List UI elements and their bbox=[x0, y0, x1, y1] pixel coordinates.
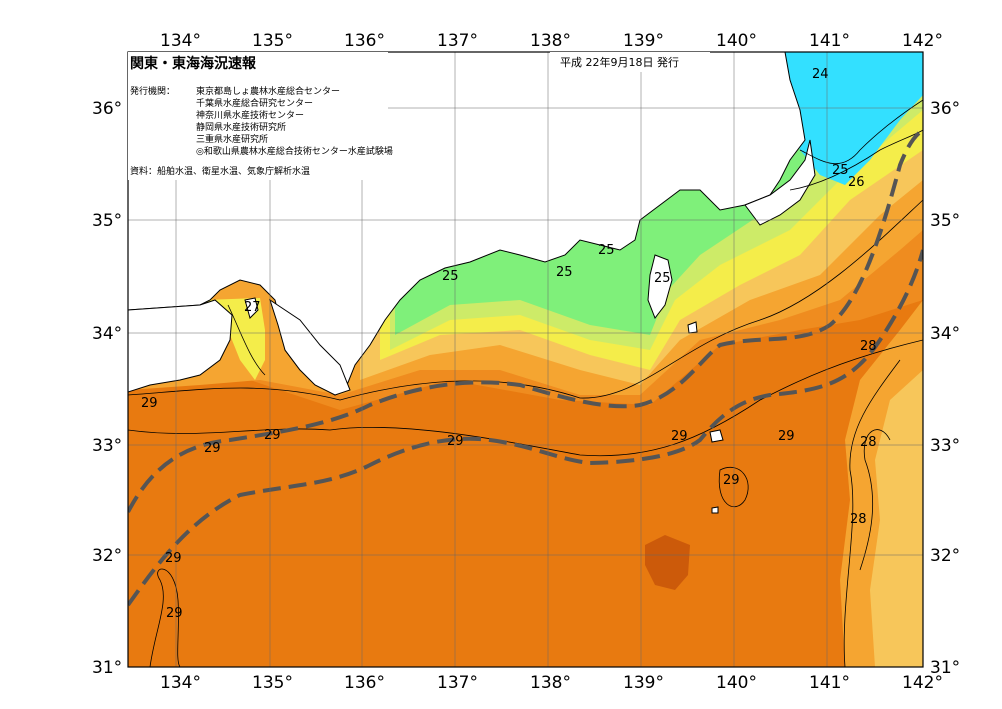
date-box bbox=[550, 52, 710, 72]
isotherm-label: 28 bbox=[860, 339, 877, 354]
issuer-4: 静岡県水産技術研究所 bbox=[196, 121, 286, 133]
isotherm-lines bbox=[128, 99, 923, 667]
kuroshio-axis-north-line bbox=[128, 128, 923, 513]
isotherm-label: 29 bbox=[165, 551, 182, 566]
lon-tick-label: 136° bbox=[344, 673, 385, 693]
lon-tick-label: 138° bbox=[530, 673, 571, 693]
sst-band-cold-cyan bbox=[785, 52, 923, 185]
issuer-6: ◎和歌山県農林水産総合技術センター水産試験場 bbox=[196, 145, 393, 157]
isotherm-label: 25 bbox=[654, 271, 671, 286]
lat-tick-label: 32° bbox=[92, 546, 122, 566]
isotherm-label: 29 bbox=[778, 429, 795, 444]
issuer-5: 三重県水産研究所 bbox=[196, 133, 268, 145]
lon-tick-label: 135° bbox=[252, 31, 293, 51]
header-box bbox=[128, 52, 388, 180]
isotherm-label: 28 bbox=[860, 435, 877, 450]
kuroshio-axis bbox=[128, 128, 923, 607]
isotherm-28-line bbox=[128, 199, 923, 401]
issue-date: 平成 22年9月18日 発行 bbox=[560, 55, 679, 69]
issuer-3: 神奈川県水産技術センター bbox=[196, 109, 304, 121]
lat-tick-label: 34° bbox=[92, 324, 122, 344]
lon-tick-label: 140° bbox=[716, 31, 757, 51]
land-awaji bbox=[244, 297, 259, 319]
longitude-labels-top: 134° 135° 136° 137° 138° 139° 140° 141° … bbox=[160, 31, 943, 51]
isotherm-29-southwest-line bbox=[149, 568, 181, 667]
lat-tick-label: 31° bbox=[92, 658, 122, 678]
lon-tick-label: 137° bbox=[437, 673, 478, 693]
land-izu-peninsula bbox=[647, 254, 673, 320]
isotherm-28-east-line bbox=[859, 429, 891, 571]
issuer-label: 発行機関： bbox=[130, 85, 175, 97]
lat-tick-label: 33° bbox=[92, 436, 122, 456]
latitude-labels-left: 31° 32° 33° 34° 35° 36° bbox=[92, 99, 122, 678]
isotherm-29-line bbox=[128, 339, 923, 457]
lon-tick-label: 139° bbox=[623, 673, 664, 693]
lat-tick-label: 31° bbox=[930, 658, 960, 678]
isotherm-label: 25 bbox=[598, 243, 615, 258]
land-shikoku bbox=[128, 299, 233, 393]
isotherm-29-east-line bbox=[843, 359, 901, 667]
lon-tick-label: 135° bbox=[252, 673, 293, 693]
land-miyake bbox=[709, 429, 724, 443]
land-hachijo bbox=[711, 506, 719, 514]
isotherm-27-line bbox=[227, 304, 266, 376]
issuer-1: 東京都島しょ農林水産総合センター bbox=[196, 85, 340, 97]
lat-tick-label: 35° bbox=[930, 211, 960, 231]
map-title: 関東・東海海況速報 bbox=[130, 55, 257, 72]
isotherm-label: 25 bbox=[442, 269, 459, 284]
lon-tick-label: 138° bbox=[530, 31, 571, 51]
isotherm-label: 26 bbox=[848, 175, 865, 190]
data-source: 資料：船舶水温、衛星水温、気象庁解析水温 bbox=[130, 165, 310, 177]
isotherm-label: 29 bbox=[141, 396, 158, 411]
lat-tick-label: 36° bbox=[930, 99, 960, 119]
isotherm-25-line bbox=[799, 99, 923, 164]
lon-tick-label: 141° bbox=[809, 673, 850, 693]
lat-tick-label: 35° bbox=[92, 211, 122, 231]
sst-band-east-lightorange bbox=[870, 370, 923, 667]
land-kii-peninsula bbox=[269, 298, 351, 396]
longitude-labels-bottom: 134° 135° 136° 137° 138° 139° 140° 141° … bbox=[160, 673, 943, 693]
lat-tick-label: 32° bbox=[930, 546, 960, 566]
isotherm-labels: 24 25 26 25 25 25 25 27 28 28 28 29 29 2… bbox=[141, 67, 877, 621]
lat-tick-label: 36° bbox=[92, 99, 122, 119]
isotherm-label: 25 bbox=[832, 163, 849, 178]
isotherm-label: 28 bbox=[850, 512, 867, 527]
lon-tick-label: 134° bbox=[160, 673, 201, 693]
isotherm-26-line bbox=[789, 129, 923, 191]
isotherm-label: 29 bbox=[166, 606, 183, 621]
isotherm-label: 27 bbox=[244, 300, 261, 315]
lon-tick-label: 137° bbox=[437, 31, 478, 51]
land-izu-oshima bbox=[687, 321, 698, 334]
lon-tick-label: 142° bbox=[902, 673, 943, 693]
lon-tick-label: 142° bbox=[902, 31, 943, 51]
latitude-labels-right: 31° 32° 33° 34° 35° 36° bbox=[930, 99, 960, 678]
isotherm-label: 29 bbox=[264, 428, 281, 443]
isotherm-label: 29 bbox=[204, 441, 221, 456]
lat-tick-label: 33° bbox=[930, 436, 960, 456]
isotherm-label: 24 bbox=[812, 67, 829, 82]
lon-tick-label: 140° bbox=[716, 673, 757, 693]
plot-frame bbox=[127, 51, 924, 668]
lat-tick-label: 34° bbox=[930, 324, 960, 344]
isotherm-label: 25 bbox=[556, 265, 573, 280]
lon-tick-label: 139° bbox=[623, 31, 664, 51]
issuer-2: 千葉県水産総合研究センター bbox=[196, 97, 313, 109]
lon-tick-label: 141° bbox=[809, 31, 850, 51]
isotherm-label: 29 bbox=[447, 434, 464, 449]
lon-tick-label: 136° bbox=[344, 31, 385, 51]
isotherm-label: 29 bbox=[723, 473, 740, 488]
sst-warm-core bbox=[645, 535, 690, 590]
kuroshio-axis-south-line bbox=[128, 249, 923, 607]
isotherm-label: 29 bbox=[671, 429, 688, 444]
lon-tick-label: 134° bbox=[160, 31, 201, 51]
